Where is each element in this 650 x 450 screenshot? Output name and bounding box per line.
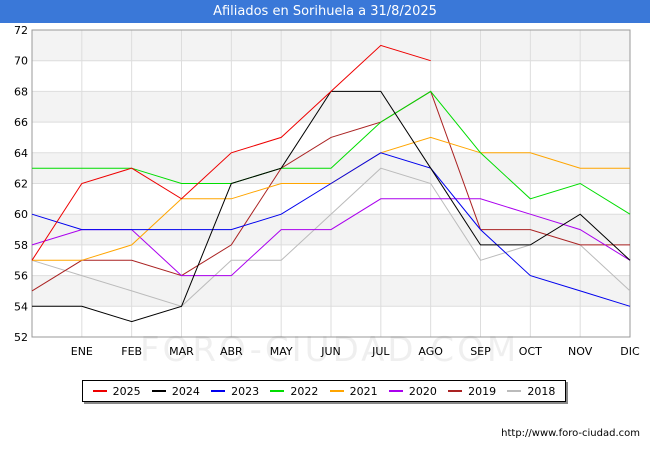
y-tick-label: 72 bbox=[14, 24, 28, 37]
legend-label: 2019 bbox=[468, 384, 497, 398]
legend-label: 2023 bbox=[231, 384, 260, 398]
legend-swatch bbox=[329, 390, 344, 392]
y-tick-label: 68 bbox=[14, 85, 28, 98]
legend-swatch bbox=[92, 390, 107, 392]
x-tick-label: JUN bbox=[320, 345, 341, 358]
x-tick-label: OCT bbox=[519, 345, 542, 358]
plot-border bbox=[31, 29, 631, 338]
watermark: FORO-CIUDAD.COM bbox=[140, 330, 520, 370]
legend-label: 2020 bbox=[408, 384, 437, 398]
x-tick-label: FEB bbox=[121, 345, 142, 358]
x-tick-label: JUL bbox=[371, 345, 390, 358]
legend-item-2023: 2023 bbox=[211, 385, 259, 398]
legend-swatch bbox=[448, 390, 463, 392]
x-tick-label: MAR bbox=[169, 345, 194, 358]
y-tick-label: 62 bbox=[14, 178, 28, 191]
x-tick-label: AGO bbox=[418, 345, 443, 358]
y-tick-label: 64 bbox=[14, 147, 28, 160]
x-tick-label: MAY bbox=[270, 345, 293, 358]
legend-swatch bbox=[507, 390, 522, 392]
x-tick-label: ENE bbox=[71, 345, 93, 358]
legend: 2025 2024 2023 2022 2021 2020 2019 2018 bbox=[82, 380, 566, 402]
legend-label: 2018 bbox=[527, 384, 556, 398]
legend-label: 2021 bbox=[349, 384, 378, 398]
legend-label: 2022 bbox=[290, 384, 319, 398]
legend-swatch bbox=[270, 390, 285, 392]
line-chart: 52 54 56 58 60 62 64 66 68 70 72 ENE FEB MAR ABR MAY JUN… bbox=[14, 24, 640, 358]
legend-swatch bbox=[151, 390, 166, 392]
legend-item-2025: 2025 bbox=[92, 384, 141, 398]
legend-label: 2025 bbox=[112, 384, 141, 398]
y-tick-label: 54 bbox=[14, 300, 28, 313]
legend-item-2020: 2020 bbox=[388, 384, 437, 398]
y-tick-label: 52 bbox=[14, 331, 28, 344]
chart-title: Afiliados en Sorihuela a 31/8/2025 bbox=[0, 0, 650, 23]
x-tick-label: DIC bbox=[620, 345, 640, 358]
y-tick-label: 56 bbox=[14, 270, 28, 283]
x-tick-label: ABR bbox=[220, 345, 243, 358]
series-line-2023 bbox=[31, 152, 631, 307]
legend-label: 2024 bbox=[171, 384, 200, 398]
x-tick-label: SEP bbox=[470, 345, 491, 358]
x-tick-label: NOV bbox=[568, 345, 593, 358]
legend-item-2024: 2024 bbox=[151, 384, 200, 398]
legend-item-2019: 2019 bbox=[448, 385, 496, 398]
y-tick-label: 60 bbox=[14, 208, 28, 221]
legend-swatch bbox=[388, 390, 403, 392]
legend-item-2018: 2018 bbox=[507, 385, 555, 398]
legend-swatch bbox=[211, 390, 226, 392]
y-tick-label: 70 bbox=[14, 55, 28, 68]
series-line-2025 bbox=[31, 44, 431, 261]
legend-item-2022: 2022 bbox=[270, 385, 318, 398]
series-line-2019 bbox=[31, 90, 630, 292]
y-tick-label: 66 bbox=[14, 116, 28, 129]
source-link[interactable]: http://www.foro-ciudad.com bbox=[501, 428, 640, 439]
y-tick-label: 58 bbox=[14, 239, 28, 252]
legend-item-2021: 2021 bbox=[329, 384, 378, 398]
